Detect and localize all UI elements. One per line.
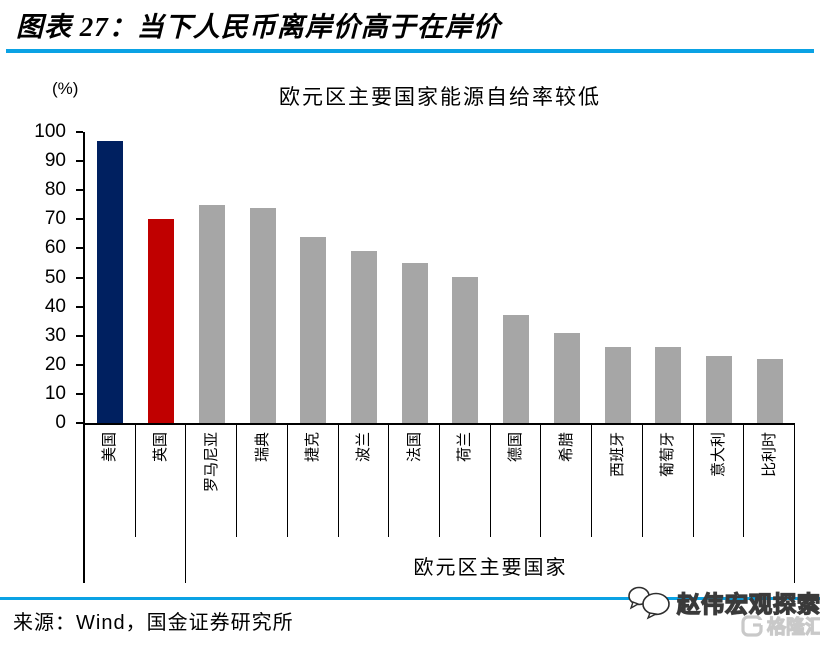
x-axis-label: 德国 [508,432,524,463]
category-separator [439,425,440,537]
title-underline [6,49,814,53]
bar-波兰 [351,251,377,423]
y-axis-tick-label: 90 [44,150,66,172]
x-axis-label: 捷克 [305,432,321,463]
y-axis-tick-label: 70 [44,208,66,230]
category-separator [591,425,592,537]
category-separator [338,425,339,537]
g-rounded-square-icon [741,614,763,637]
bar-法国 [402,263,428,423]
y-axis-tick-label: 60 [44,237,66,259]
bar-葡萄牙 [655,347,681,423]
y-axis-tick-mark [76,363,83,366]
category-separator [490,425,491,537]
watermark: 赵伟宏观探索 [626,584,820,620]
y-axis-tick-mark [76,247,83,250]
bar-意大利 [706,356,732,423]
x-axis-label: 波兰 [356,432,372,463]
chat-bubbles-icon [628,586,670,620]
y-axis-tick-mark [76,131,83,133]
bar-德国 [503,315,529,423]
y-axis-tick-mark [76,305,83,308]
y-axis-tick-label: 100 [34,121,66,142]
category-separator [287,425,288,537]
watermark-text: 赵伟宏观探索 [676,590,820,617]
x-axis-label: 葡萄牙 [660,432,676,478]
x-axis-label: 希腊 [559,432,575,463]
category-separator [642,425,643,537]
gelonghui-logo: 格隆汇 [740,612,820,639]
category-separator [693,425,694,537]
bar-英国 [148,219,174,423]
y-axis-tick-mark [76,189,83,192]
gelonghui-logo-text: 格隆汇 [766,616,820,638]
category-separator [135,425,136,537]
y-axis-tick-mark [76,276,83,279]
source-note: 来源：Wind，国金证券研究所 [13,612,294,634]
x-axis-label: 荷兰 [457,432,473,463]
x-axis-label: 法国 [407,432,423,463]
bar-希腊 [554,333,580,423]
category-separator [540,425,541,537]
y-axis-tick-mark [76,334,83,337]
x-axis-label: 瑞典 [255,432,271,463]
y-axis-tick-label: 50 [44,266,66,288]
chart-title: 欧元区主要国家能源自给率较低 [279,85,601,109]
bar-荷兰 [452,277,478,423]
group-separator-line [83,425,85,583]
category-separator [743,425,744,537]
y-axis-tick-mark [76,392,83,395]
category-separator [236,425,237,537]
x-axis-label: 罗马尼亚 [204,432,220,493]
bar-捷克 [300,237,326,423]
y-axis-unit-label: (%) [52,79,79,98]
category-separator [388,425,389,537]
y-axis-tick-mark [76,422,83,424]
y-axis-tick-label: 10 [44,382,66,404]
x-axis-label: 英国 [153,432,169,463]
group-separator-line [185,425,186,583]
x-axis-label: 比利时 [762,432,778,478]
y-axis-tick-label: 0 [55,412,66,433]
bar-西班牙 [605,347,631,423]
y-axis-tick-mark [76,218,83,221]
bar-比利时 [757,359,783,423]
bar-美国 [97,141,123,423]
x-axis-label: 西班牙 [610,432,626,478]
x-axis-group-label: 欧元区主要国家 [413,557,568,579]
y-axis-tick-label: 40 [44,295,66,317]
y-axis-tick-label: 20 [44,353,66,375]
bar-罗马尼亚 [199,205,225,423]
figure-title: 图表 27：当下人民币离岸价高于在岸价 [16,12,501,42]
bar-瑞典 [250,208,276,423]
x-axis-label: 美国 [102,432,118,463]
x-axis-label: 意大利 [711,432,727,478]
bottom-divider [0,597,820,600]
y-axis-tick-label: 30 [44,324,66,346]
group-separator-line [794,425,795,583]
y-axis-tick-mark [76,160,83,163]
plot-area [83,132,795,425]
y-axis-tick-label: 80 [44,179,66,201]
